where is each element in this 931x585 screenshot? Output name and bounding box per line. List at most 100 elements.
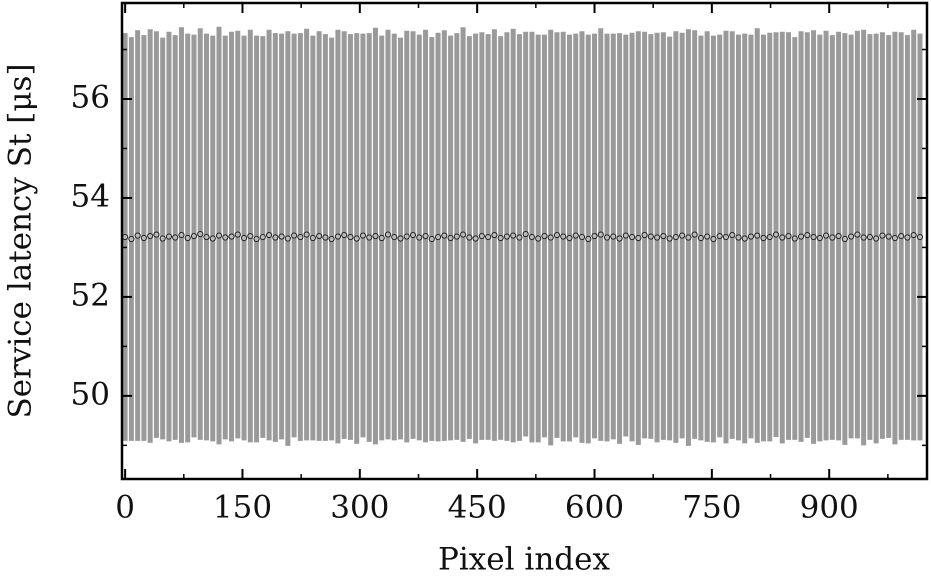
- x-tick-label: 600: [565, 490, 624, 526]
- data-point: [222, 234, 229, 241]
- data-point: [197, 230, 204, 238]
- data-point: [873, 235, 880, 242]
- data-point: [497, 234, 504, 242]
- data-point: [178, 231, 185, 239]
- data-point: [747, 233, 755, 240]
- data-point: [122, 233, 129, 241]
- data-point: [829, 234, 836, 241]
- data-point: [697, 234, 705, 242]
- data-point: [322, 234, 329, 241]
- data-point: [259, 233, 266, 241]
- data-point: [835, 232, 842, 240]
- data-point: [347, 233, 354, 241]
- data-point: [278, 233, 285, 240]
- data-point: [729, 231, 736, 239]
- x-axis-label: Pixel index: [438, 542, 610, 578]
- data-point: [685, 234, 692, 241]
- data-point: [265, 231, 273, 239]
- data-point: [585, 235, 592, 243]
- data-point: [190, 232, 198, 240]
- data-point: [641, 231, 648, 239]
- data-point: [397, 235, 404, 242]
- data-point: [453, 233, 460, 240]
- data-point: [297, 233, 304, 241]
- data-point: [691, 231, 698, 238]
- data-point: [910, 231, 917, 239]
- data-point: [215, 232, 223, 239]
- data-point: [654, 234, 661, 241]
- data-point: [791, 235, 798, 242]
- data-point: [447, 234, 454, 242]
- data-point: [209, 235, 216, 242]
- data-point: [528, 233, 536, 241]
- data-point: [472, 235, 479, 242]
- data-point: [459, 231, 467, 238]
- data-point: [666, 235, 673, 242]
- data-point: [916, 233, 924, 241]
- data-point: [779, 234, 786, 241]
- data-point: [785, 232, 792, 240]
- data-point: [428, 235, 435, 243]
- data-point: [660, 232, 667, 240]
- data-point: [772, 231, 780, 238]
- data-point: [284, 235, 291, 242]
- data-point: [159, 235, 166, 242]
- data-point: [309, 234, 316, 242]
- data-point: [628, 233, 636, 241]
- data-point: [353, 235, 360, 242]
- data-point: [253, 235, 260, 243]
- data-point: [898, 232, 905, 240]
- data-point: [603, 234, 611, 241]
- data-point: [854, 231, 861, 238]
- data-point: [272, 234, 279, 241]
- data-point: [303, 231, 310, 238]
- data-point: [478, 232, 485, 240]
- data-point: [822, 232, 830, 239]
- data-point: [228, 233, 235, 240]
- data-point: [247, 232, 254, 240]
- data-point: [572, 232, 579, 239]
- data-point: [184, 234, 191, 242]
- data-point: [491, 231, 498, 239]
- data-point: [172, 234, 179, 241]
- plot-area: [122, 26, 924, 446]
- data-point: [722, 233, 730, 241]
- axes-frame: [120, 1, 929, 481]
- data-point: [165, 233, 173, 240]
- data-point: [203, 233, 210, 241]
- data-point: [291, 232, 298, 239]
- data-point: [616, 235, 623, 242]
- data-point: [240, 234, 248, 242]
- data-point: [810, 233, 817, 241]
- data-point: [378, 234, 385, 242]
- data-point: [879, 232, 886, 239]
- data-point: [128, 235, 135, 243]
- data-point: [560, 233, 567, 240]
- data-point: [754, 232, 761, 239]
- x-tick-label: 450: [448, 490, 507, 526]
- data-point: [735, 234, 742, 241]
- data-point: [760, 234, 767, 242]
- data-point: [416, 234, 423, 241]
- data-point: [409, 231, 417, 239]
- data-point: [316, 232, 323, 240]
- data-point: [647, 233, 654, 240]
- y-tick-label: 54: [71, 178, 110, 214]
- data-point: [372, 232, 379, 240]
- y-tick-label: 52: [71, 277, 110, 313]
- data-point: [522, 230, 529, 238]
- data-point: [635, 234, 642, 242]
- data-point: [510, 232, 517, 239]
- data-point: [891, 234, 899, 242]
- data-point: [503, 233, 510, 240]
- x-tick-label: 150: [213, 490, 272, 526]
- data-point: [766, 233, 773, 241]
- data-point: [741, 235, 748, 242]
- data-point: [134, 232, 141, 239]
- data-point: [591, 232, 598, 240]
- data-point: [716, 232, 723, 240]
- data-point: [422, 232, 429, 240]
- data-point: [885, 233, 892, 240]
- data-point: [153, 231, 160, 238]
- data-point: [610, 233, 617, 240]
